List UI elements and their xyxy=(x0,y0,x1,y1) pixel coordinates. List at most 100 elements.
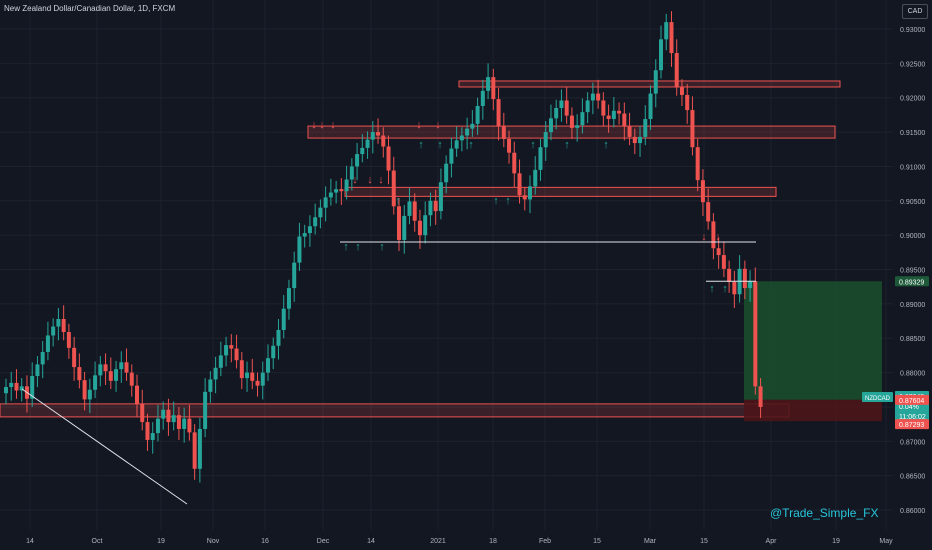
price-tick-label: 0.91000 xyxy=(900,164,925,171)
up-arrow-icon: ↑ xyxy=(505,195,511,207)
candle-body xyxy=(590,93,595,101)
candle-body xyxy=(192,432,197,469)
candle-body xyxy=(470,123,475,129)
price-tick-label: 0.88000 xyxy=(900,371,925,378)
candle-body xyxy=(119,362,124,370)
candle-body xyxy=(66,332,71,348)
candle-body xyxy=(465,128,470,136)
candle-body xyxy=(716,248,721,256)
change-label: 0.04% xyxy=(899,404,919,411)
price-tick-label: 0.92500 xyxy=(900,61,925,68)
time-tick-label: 15 xyxy=(700,538,708,545)
time-tick-label: 18 xyxy=(489,538,497,545)
candle-body xyxy=(276,329,281,346)
candle-body xyxy=(653,70,658,94)
candle-body xyxy=(679,87,684,95)
candle-body xyxy=(538,147,543,170)
candle-body xyxy=(381,135,386,147)
candle-body xyxy=(218,355,223,368)
candle-body xyxy=(245,372,250,379)
candle-body xyxy=(512,152,517,174)
candle-body xyxy=(108,371,113,381)
candle-body xyxy=(433,200,438,212)
price-axis-bg xyxy=(893,0,932,550)
time-tick-label: 16 xyxy=(261,538,269,545)
candle-body xyxy=(323,197,328,208)
time-tick-label: 15 xyxy=(593,538,601,545)
down-arrow-icon: ↓ xyxy=(701,231,707,243)
candle-body xyxy=(486,77,491,91)
candle-body xyxy=(155,418,160,434)
up-arrow-icon: ↑ xyxy=(564,139,570,151)
candle-body xyxy=(344,179,349,192)
down-arrow-icon: ↓ xyxy=(435,119,441,131)
candle-body xyxy=(318,207,323,218)
up-arrow-icon: ↑ xyxy=(379,241,385,253)
candle-body xyxy=(260,372,265,386)
chart-title: New Zealand Dollar/Canadian Dollar, 1D, … xyxy=(4,4,176,13)
down-arrow-icon: ↓ xyxy=(378,174,384,186)
price-labels: 0.89329NZDCAD0.876450.04%11:06:020.87604… xyxy=(862,276,929,430)
drawing-lines xyxy=(21,241,756,505)
price-tick-label: 0.91500 xyxy=(900,130,925,137)
price-axis[interactable]: 0.93000 0.92500 0.92000 0.91500 0.91000 0.905… xyxy=(893,0,932,550)
time-tick-label: Oct xyxy=(92,538,103,545)
price-tick-label: 0.90500 xyxy=(900,199,925,206)
candle-body xyxy=(166,409,171,423)
candle-body xyxy=(402,215,407,240)
price-tick-label: 0.92000 xyxy=(900,96,925,103)
zone-layer xyxy=(0,80,841,418)
candle-body xyxy=(51,326,56,336)
entry-price-label: 0.87604 xyxy=(899,398,924,405)
candle-body xyxy=(706,202,711,222)
candle-body xyxy=(129,372,134,386)
up-arrow-icon: ↑ xyxy=(722,283,728,295)
candle-body xyxy=(281,308,286,330)
watermark-text: @Trade_Simple_FX xyxy=(770,506,879,520)
candle-body xyxy=(543,132,548,148)
candle-body xyxy=(423,215,428,236)
candle-body xyxy=(606,115,611,120)
target-price-label: 0.89329 xyxy=(899,279,924,286)
candle-body xyxy=(197,428,202,469)
time-axis[interactable]: 14 Oct 19 Nov 16 Dec 14 2021 18 Feb 15 Mar 15 Apr 19 Ma… xyxy=(0,530,893,550)
down-arrow-icon: ↓ xyxy=(319,119,325,131)
up-arrow-icon: ↑ xyxy=(603,139,609,151)
candle-body xyxy=(9,382,14,388)
candle-body xyxy=(77,367,82,381)
candle-body xyxy=(585,100,590,113)
up-arrow-icon: ↑ xyxy=(418,139,424,151)
price-tick-label: 0.89500 xyxy=(900,268,925,275)
down-arrow-icon: ↓ xyxy=(330,119,336,131)
long-position-tool[interactable] xyxy=(744,281,882,422)
entry-price-label-bg xyxy=(895,394,929,405)
candle-body xyxy=(659,39,663,71)
candle-body xyxy=(145,422,150,440)
candle-body xyxy=(758,386,763,407)
candle-body xyxy=(360,147,365,155)
candle-body xyxy=(700,180,705,203)
currency-button[interactable]: CAD xyxy=(902,4,928,19)
candle-body xyxy=(449,148,454,164)
candle-body xyxy=(454,140,459,149)
candle-body xyxy=(297,236,302,263)
candle-body xyxy=(171,415,176,423)
price-tick-label: 0.86000 xyxy=(900,508,925,515)
up-arrow-icon: ↑ xyxy=(395,195,401,207)
candle-body xyxy=(40,351,45,365)
candle-body xyxy=(732,281,737,295)
candle-body xyxy=(517,173,522,196)
price-tick-label: 0.89000 xyxy=(900,302,925,309)
symbol-tag: NZDCAD xyxy=(865,396,891,402)
candle-body xyxy=(339,189,344,192)
price-tick-label: 0.87000 xyxy=(900,439,925,446)
candle-body xyxy=(140,403,145,423)
candle-body xyxy=(4,387,8,394)
candle-body xyxy=(417,220,422,236)
trendline xyxy=(21,388,188,505)
candle-body xyxy=(685,94,690,111)
candle-body xyxy=(428,200,433,216)
candle-body xyxy=(307,226,312,234)
candle-body xyxy=(370,132,375,140)
